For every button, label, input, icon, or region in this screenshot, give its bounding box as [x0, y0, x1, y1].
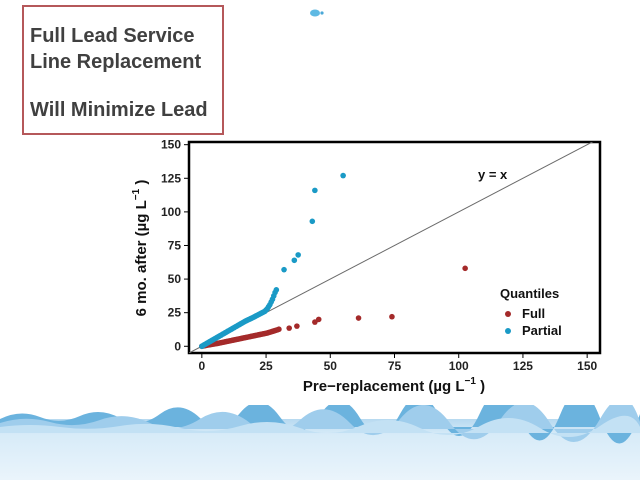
point-full-64 [315, 316, 322, 323]
x-tick-label-0: 0 [199, 359, 206, 373]
water-wave-decoration [0, 405, 640, 480]
y-tick-label-100: 100 [161, 205, 181, 219]
legend-label-partial: Partial [522, 323, 562, 338]
x-tick-label-50: 50 [324, 359, 338, 373]
y-axis-label: 6 mo. after (µg L−1 ) [131, 180, 150, 317]
reference-line-label: y = x [478, 167, 508, 182]
y-tick-label-150: 150 [161, 138, 181, 152]
point-partial-60 [291, 257, 298, 264]
point-full-67 [462, 265, 468, 272]
legend-marker-partial [505, 328, 511, 334]
slide-title-box: Full Lead Service Line Replacement Will … [22, 5, 224, 135]
x-tick-label-100: 100 [449, 359, 469, 373]
point-full-60 [276, 326, 282, 333]
slide-title-line-2: Line Replacement [30, 51, 202, 73]
y-axis-label-tail: ) [133, 180, 150, 189]
x-axis-label-main: Pre−replacement (µg L [303, 378, 465, 395]
point-partial-64 [340, 172, 346, 179]
y-axis-label-main: 6 mo. after (µg L [133, 200, 150, 316]
point-full-62 [294, 323, 300, 329]
x-axis-label: Pre−replacement (µg L−1 ) [303, 376, 485, 395]
y-tick-label-0: 0 [174, 339, 181, 353]
y-tick-label-75: 75 [168, 238, 182, 252]
point-partial-63 [312, 187, 318, 194]
x-tick-label-75: 75 [388, 359, 402, 373]
water-splash-decoration [310, 9, 324, 17]
point-full-61 [286, 325, 292, 331]
y-axis-label-sup: −1 [131, 188, 142, 200]
x-tick-label-125: 125 [513, 359, 533, 373]
y-tick-label-50: 50 [168, 272, 182, 286]
legend: Quantiles Full Partial [500, 286, 562, 338]
x-tick-label-25: 25 [259, 359, 273, 373]
scatter-chart: 0 25 50 75 100 125 150 0 25 50 75 100 125 150 y = x Q… [131, 138, 602, 395]
x-axis-label-sup: −1 [465, 376, 477, 387]
legend-label-full: Full [522, 306, 545, 321]
point-full-66 [389, 313, 395, 320]
point-full-65 [355, 315, 362, 321]
point-partial-61 [295, 252, 301, 258]
slide-title-line-1: Full Lead Service [30, 25, 195, 47]
y-tick-label-25: 25 [168, 306, 182, 320]
y-tick-label-125: 125 [161, 171, 181, 185]
legend-title: Quantiles [500, 286, 559, 301]
legend-marker-full [505, 311, 511, 317]
x-tick-label-150: 150 [577, 359, 597, 373]
x-axis-label-tail: ) [476, 378, 485, 395]
point-partial-59 [281, 266, 287, 273]
point-partial-62 [309, 218, 316, 225]
point-partial-58 [273, 287, 280, 293]
slide-title-line-3: Will Minimize Lead [30, 99, 208, 121]
